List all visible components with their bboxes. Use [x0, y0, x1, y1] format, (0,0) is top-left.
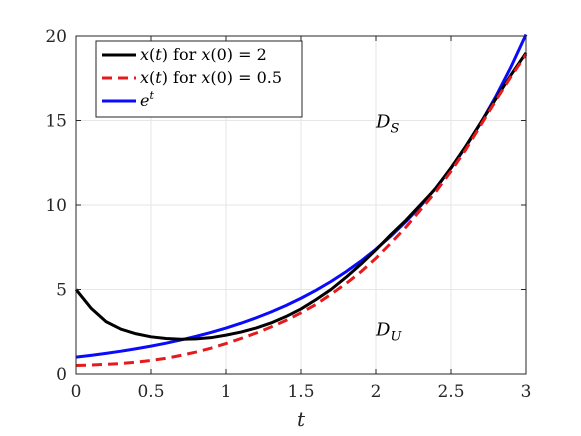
legend-label-part: e [140, 91, 149, 110]
region-label-sub: S [390, 122, 399, 137]
plot-lines [74, 33, 528, 368]
legend-label-1: x(t) for x(0) = 0.5 [140, 68, 282, 87]
region-label-main: D [375, 112, 391, 133]
series-line-1 [75, 53, 528, 368]
y-tick-label: 0 [56, 365, 67, 385]
legend-label-part: (0) = 0.5 [210, 68, 282, 87]
legend-label-part: x [140, 45, 149, 64]
x-axis-label: t [297, 407, 306, 431]
x-tick-label: 2.5 [437, 382, 464, 402]
region-label: DS [375, 112, 399, 137]
y-tick-label: 20 [45, 27, 67, 47]
legend-label-part: ) for [162, 68, 202, 87]
legend-label-0: x(t) for x(0) = 2 [140, 45, 267, 64]
legend-label-part: t [149, 89, 154, 102]
x-tick-label: 3 [521, 382, 532, 402]
legend-label-part: t [155, 68, 162, 87]
legend-label-part: (0) = 2 [210, 45, 266, 64]
x-tick-label: 1.5 [287, 382, 314, 402]
y-tick-label: 5 [56, 281, 67, 301]
legend-label-part: ) for [162, 45, 202, 64]
legend-label-part: x [201, 45, 210, 64]
legend-label-part: x [201, 68, 210, 87]
region-label: DU [375, 319, 402, 344]
legend-label-part: x [140, 68, 149, 87]
y-tick-label: 10 [45, 196, 67, 216]
y-tick-label: 15 [45, 112, 67, 132]
series-line-0 [74, 52, 528, 341]
legend-label-part: ( [149, 45, 155, 64]
x-tick-label: 2 [371, 382, 382, 402]
region-label-sub: U [390, 329, 402, 344]
region-label-main: D [375, 319, 391, 340]
legend: x(t) for x(0) = 2x(t) for x(0) = 0.5et [95, 40, 303, 118]
legend-label-part: t [155, 45, 162, 64]
x-tick-label: 1 [221, 382, 232, 402]
ticks: 0 0.5 1 1.5 2 2.5 3 0 5 10 15 20 [45, 27, 531, 402]
x-tick-label: 0.5 [137, 382, 164, 402]
legend-label-2: et [140, 89, 154, 110]
legend-label-part: ( [149, 68, 155, 87]
x-tick-label: 0 [71, 382, 82, 402]
